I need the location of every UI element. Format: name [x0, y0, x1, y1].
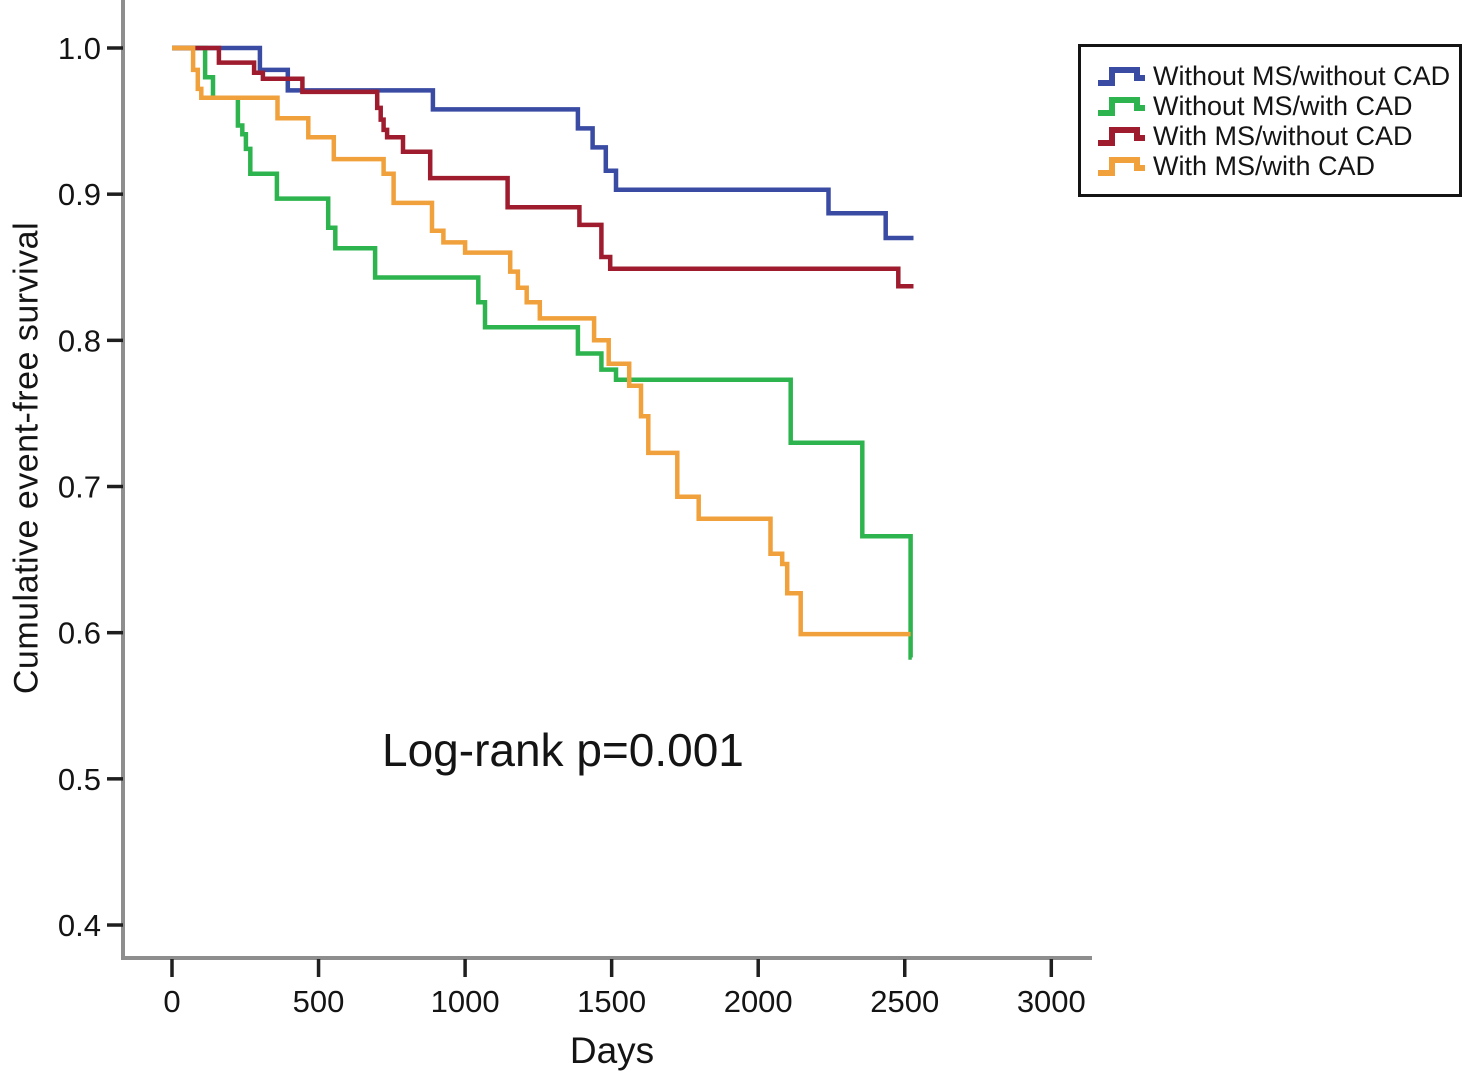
y-axis-title: Cumulative event-free survival — [7, 221, 46, 695]
y-tick-label: 0.6 — [58, 616, 101, 651]
y-axis-ticks: 1.0 0.9 0.8 0.7 0.6 0.5 0.4 — [58, 31, 123, 943]
x-tick-label: 0 — [163, 984, 180, 1019]
x-axis-title: Days — [569, 1030, 655, 1071]
legend-item-without-ms-without-cad: Without MS/without CAD — [1095, 61, 1459, 91]
step-line-swatch-icon — [1098, 126, 1145, 146]
legend-box: Without MS/without CAD Without MS/with C… — [1078, 44, 1462, 197]
survival-curve-without-ms-without-cad — [172, 45, 914, 241]
x-tick-label: 1500 — [577, 984, 646, 1019]
step-line-swatch-icon — [1098, 96, 1145, 116]
x-tick-label: 2000 — [724, 984, 793, 1019]
log-rank-annotation: Log-rank p=0.001 — [382, 724, 744, 776]
y-tick-label: 0.4 — [58, 908, 101, 943]
y-tick-label: 0.7 — [58, 470, 101, 505]
survival-curve-with-ms-with-cad — [172, 45, 911, 637]
survival-curves — [172, 45, 914, 660]
legend-label: Without MS/without CAD — [1153, 60, 1451, 91]
y-tick-label: 1.0 — [58, 31, 101, 66]
x-tick-label: 500 — [293, 984, 345, 1019]
y-tick-label: 0.5 — [58, 762, 101, 797]
step-line-swatch-icon — [1098, 66, 1145, 86]
x-tick-label: 1000 — [431, 984, 500, 1019]
step-line-swatch-icon — [1098, 156, 1145, 176]
y-tick-label: 0.8 — [58, 323, 101, 358]
legend-item-with-ms-with-cad: With MS/with CAD — [1095, 151, 1459, 181]
legend-label: With MS/with CAD — [1153, 150, 1376, 181]
x-tick-label: 2500 — [870, 984, 939, 1019]
legend-item-without-ms-with-cad: Without MS/with CAD — [1095, 91, 1459, 121]
legend-item-with-ms-without-cad: With MS/without CAD — [1095, 121, 1459, 151]
survival-curve-with-ms-without-cad — [172, 45, 914, 289]
survival-curve-without-ms-with-cad — [172, 45, 913, 660]
y-tick-label: 0.9 — [58, 177, 101, 212]
x-axis-ticks: 0 500 1000 1500 2000 2500 3000 — [163, 959, 1086, 1019]
legend-label: Without MS/with CAD — [1153, 90, 1413, 121]
legend-label: With MS/without CAD — [1153, 120, 1413, 151]
x-tick-label: 3000 — [1017, 984, 1086, 1019]
